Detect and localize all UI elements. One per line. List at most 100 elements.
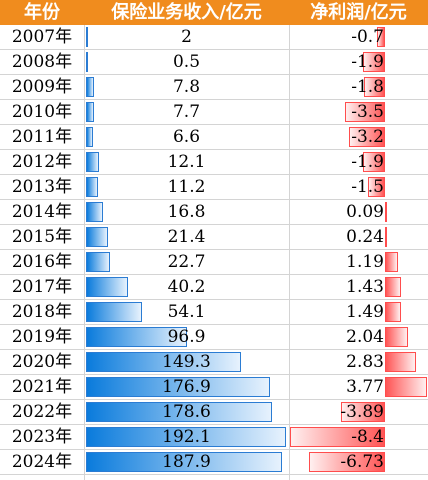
year-cell: 2018年 [11, 302, 73, 322]
table-row: 2016年 22.7 1.19 [0, 250, 428, 275]
net-profit-bar [340, 402, 385, 422]
table-row: 2012年 12.1 -1.9 [0, 150, 428, 175]
net-profit-bar [384, 227, 388, 247]
revenue-bar [86, 77, 95, 97]
column-divider [289, 25, 290, 480]
net-profit-column-header: 净利润/亿元 [310, 2, 407, 23]
year-cell: 2022年 [11, 402, 73, 422]
year-cell: 2017年 [11, 277, 73, 297]
revenue-value: 2 [181, 27, 192, 47]
revenue-value: 0.5 [172, 52, 201, 72]
revenue-bar [86, 452, 282, 472]
table-row: 2011年 6.6 -3.2 [0, 125, 428, 150]
net-profit-bar [384, 377, 427, 397]
year-cell: 2008年 [11, 52, 73, 72]
revenue-bar [86, 52, 88, 72]
table-row: 2018年 54.1 1.49 [0, 300, 428, 325]
table-row: 2009年 7.8 -1.8 [0, 75, 428, 100]
revenue-bar [86, 127, 93, 147]
net-profit-value: -8.4 [351, 427, 384, 447]
table-row: 2017年 40.2 1.43 [0, 275, 428, 300]
net-profit-value: 2.83 [346, 352, 384, 372]
revenue-bar [86, 277, 128, 297]
net-profit-value: 0.09 [346, 202, 384, 222]
revenue-bar [86, 302, 143, 322]
table-row: 2014年 16.8 0.09 [0, 200, 428, 225]
year-cell: 2016年 [11, 252, 73, 272]
revenue-bar [86, 152, 99, 172]
year-column-header: 年份 [24, 2, 60, 23]
table-row: 2020年 149.3 2.83 [0, 350, 428, 375]
net-profit-value: 1.43 [346, 277, 384, 297]
revenue-bar [86, 252, 110, 272]
table-row: 2008年 0.5 -1.9 [0, 50, 428, 75]
net-profit-bar [384, 302, 402, 322]
revenue-value: 7.8 [172, 77, 201, 97]
revenue-bar [86, 352, 242, 372]
table-row: 2024年 187.9 -6.73 [0, 450, 428, 475]
net-profit-bar [384, 327, 408, 347]
revenue-bar [86, 27, 89, 47]
year-cell: 2013年 [11, 177, 73, 197]
revenue-value: 12.1 [167, 152, 206, 172]
revenue-bar [86, 177, 98, 197]
revenue-value: 21.4 [167, 227, 206, 247]
net-profit-value: -0.7 [351, 27, 384, 47]
revenue-bar [86, 427, 286, 447]
table-row: 2015年 21.4 0.24 [0, 225, 428, 250]
revenue-bar [86, 402, 272, 422]
revenue-value: 54.1 [167, 302, 206, 322]
net-profit-bar [308, 452, 385, 472]
revenue-value: 176.9 [162, 377, 211, 397]
net-profit-bar [290, 427, 385, 447]
table-row: 2022年 178.6 -3.89 [0, 400, 428, 425]
net-profit-value: -3.5 [351, 102, 384, 122]
net-profit-value: -1.5 [351, 177, 384, 197]
year-cell: 2014年 [11, 202, 73, 222]
revenue-value: 16.8 [167, 202, 206, 222]
table-row: 2021年 176.9 3.77 [0, 375, 428, 400]
net-profit-bar [348, 127, 385, 147]
year-cell: 2019年 [11, 327, 73, 347]
net-profit-value: 2.04 [346, 327, 384, 347]
table-row: 2023年 192.1 -8.4 [0, 425, 428, 450]
table-row: 2019年 96.9 2.04 [0, 325, 428, 350]
year-cell: 2021年 [11, 377, 73, 397]
revenue-bar [86, 102, 95, 122]
net-profit-value: -3.2 [351, 127, 384, 147]
revenue-value: 149.3 [162, 352, 211, 372]
net-profit-bar [384, 252, 398, 272]
net-profit-value: 1.19 [346, 252, 384, 272]
year-cell: 2020年 [11, 352, 73, 372]
net-profit-bar [384, 202, 387, 222]
net-profit-value: -1.8 [351, 77, 384, 97]
revenue-value: 11.2 [167, 177, 206, 197]
revenue-value: 96.9 [167, 327, 206, 347]
column-divider [84, 25, 85, 480]
revenue-value: 192.1 [162, 427, 211, 447]
revenue-value: 187.9 [162, 452, 211, 472]
year-cell: 2024年 [11, 452, 73, 472]
revenue-value: 40.2 [167, 277, 206, 297]
net-profit-bar [363, 152, 385, 172]
year-cell: 2012年 [11, 152, 73, 172]
net-profit-bar [345, 102, 385, 122]
net-profit-value: -1.9 [351, 152, 384, 172]
revenue-value: 22.7 [167, 252, 206, 272]
revenue-value: 6.6 [172, 127, 201, 147]
net-profit-bar [384, 352, 417, 372]
net-profit-bar [376, 27, 385, 47]
revenue-bar [86, 327, 187, 347]
net-profit-bar [367, 177, 385, 197]
revenue-bar [86, 227, 109, 247]
net-profit-value: -1.9 [351, 52, 384, 72]
net-profit-value: -3.89 [340, 402, 384, 422]
revenue-value: 7.7 [172, 102, 201, 122]
table-row: 2013年 11.2 -1.5 [0, 175, 428, 200]
header-row: 年份 保险业务收入/亿元 净利润/亿元 [0, 0, 428, 25]
year-cell: 2010年 [11, 102, 73, 122]
net-profit-value: -6.73 [340, 452, 384, 472]
net-profit-bar [384, 277, 401, 297]
year-cell: 2023年 [11, 427, 73, 447]
